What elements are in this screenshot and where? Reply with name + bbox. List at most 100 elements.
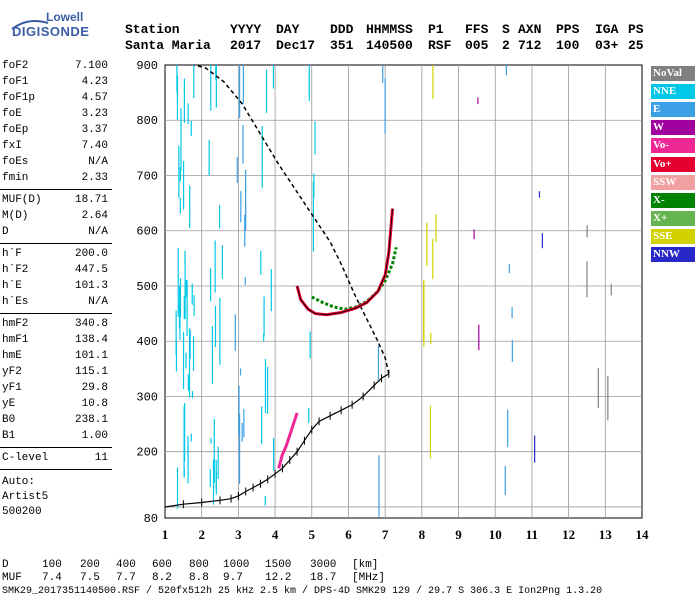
plot-area (164, 64, 643, 519)
header-label-9: PPS (556, 22, 580, 37)
param-row: foF1 4.23 (2, 76, 108, 92)
param-value: 3.37 (81, 124, 108, 136)
param-name: hmF1 (2, 334, 29, 346)
param-separator (0, 243, 112, 244)
header-label-4: HHMMSS (366, 22, 413, 37)
param-row: B1 1.00 (2, 430, 108, 446)
param-value: 18.71 (74, 194, 108, 206)
footer-muf-unit: [MHz] (352, 572, 386, 584)
swoosh-icon (11, 20, 49, 30)
param-name: h`F (2, 248, 22, 260)
param-row: foEp 3.37 (2, 124, 108, 140)
param-row: hmE 101.1 (2, 350, 108, 366)
logo-top-text: Lowell (46, 10, 84, 24)
x-tick-label: 3 (235, 527, 242, 542)
profile-curve (164, 373, 390, 508)
param-name: hmE (2, 350, 22, 362)
legend-item-ssw: SSW (651, 174, 695, 190)
legend-item-noval: NoVal (651, 66, 695, 81)
header-value-11: 25 (628, 38, 644, 53)
footer-dist-value: 200 (80, 559, 100, 571)
x-tick-label: 10 (489, 527, 502, 542)
param-row: fmin 2.33 (2, 172, 108, 188)
param-name: C-level (2, 452, 49, 464)
x-tick-label: 13 (599, 527, 613, 542)
param-value: 4.57 (81, 92, 108, 104)
param-name: B1 (2, 430, 16, 442)
param-value: N/A (88, 156, 108, 168)
param-name: h`E (2, 280, 22, 292)
x-tick-label: 11 (526, 527, 538, 542)
param-name: hmF2 (2, 318, 29, 330)
x-tick-label: 12 (562, 527, 575, 542)
param-name: fmin (2, 172, 29, 184)
param-row: h`F2 447.5 (2, 264, 108, 280)
legend-item-vo: Vo- (651, 138, 695, 154)
footer-dist-value: 1500 (265, 559, 292, 571)
param-row: hmF2 340.8 (2, 318, 108, 334)
footer-dist-value: 1000 (223, 559, 250, 571)
y-tick-label: 800 (136, 114, 158, 128)
param-value: 101.3 (74, 280, 108, 292)
param-row: C-level 11 (2, 452, 108, 468)
x-tick-label: 8 (419, 527, 426, 542)
y-tick-label: 900 (136, 59, 158, 73)
param-row: yF1 29.8 (2, 382, 108, 398)
param-row: yF2 115.1 (2, 366, 108, 382)
param-name: M(D) (2, 210, 29, 222)
legend-item-w: W (651, 120, 695, 136)
y-tick-label: 300 (136, 390, 158, 404)
header-value-9: 100 (556, 38, 580, 53)
header-value-0: Santa Maria (125, 38, 211, 53)
param-separator (0, 189, 112, 190)
param-name: yF2 (2, 366, 22, 378)
footer-dist-value: 600 (152, 559, 172, 571)
param-separator (0, 447, 112, 448)
footer-dist-value: 400 (116, 559, 136, 571)
y-tick-label: 80 (144, 512, 158, 526)
x-tick-label: 9 (455, 527, 462, 542)
y-tick-label: 700 (136, 169, 158, 183)
footer-muf-value: 9.7 (223, 572, 243, 584)
param-value: 7.40 (81, 140, 108, 152)
param-name: h`Es (2, 296, 29, 308)
x-tick-label: 7 (382, 527, 389, 542)
param-name: fxI (2, 140, 22, 152)
header-label-6: FFS (465, 22, 489, 37)
legend-item-nnw: NNW (651, 247, 695, 262)
header-label-11: PS (628, 22, 644, 37)
param-value: 101.1 (74, 350, 108, 362)
header-label-10: IGA (595, 22, 619, 37)
header-value-2: Dec17 (276, 38, 316, 53)
autoscale-line: 500200 (2, 506, 42, 518)
legend-item-nne: NNE (651, 84, 695, 100)
param-row: B0 238.1 (2, 414, 108, 430)
footer-muf-value: 12.2 (265, 572, 292, 584)
header-label-0: Station (125, 22, 180, 37)
y-tick-label: 200 (136, 446, 158, 460)
footer-muf-value: 7.4 (42, 572, 62, 584)
dashed-curve (194, 64, 390, 374)
param-name: foF2 (2, 60, 29, 72)
header-label-3: DDD (330, 22, 354, 37)
param-name: yF1 (2, 382, 22, 394)
footer-dist-value: 100 (42, 559, 62, 571)
param-row: foF2 7.100 (2, 60, 108, 76)
param-value: 447.5 (74, 264, 108, 276)
param-row: D N/A (2, 226, 108, 242)
x-tick-label: 5 (309, 527, 316, 542)
legend-item-vo: Vo+ (651, 156, 695, 172)
param-value: 2.64 (81, 210, 108, 222)
param-name: foEs (2, 156, 29, 168)
x-tick-label: 4 (272, 527, 279, 542)
param-row: M(D) 2.64 (2, 210, 108, 226)
param-value: 29.8 (81, 382, 108, 394)
param-value: 3.23 (81, 108, 108, 120)
header-value-8: 712 (518, 38, 542, 53)
param-row: foEs N/A (2, 156, 108, 172)
param-row: fxI 7.40 (2, 140, 108, 156)
param-name: foF1 (2, 76, 29, 88)
param-value: 115.1 (74, 366, 108, 378)
param-value: 4.23 (81, 76, 108, 88)
